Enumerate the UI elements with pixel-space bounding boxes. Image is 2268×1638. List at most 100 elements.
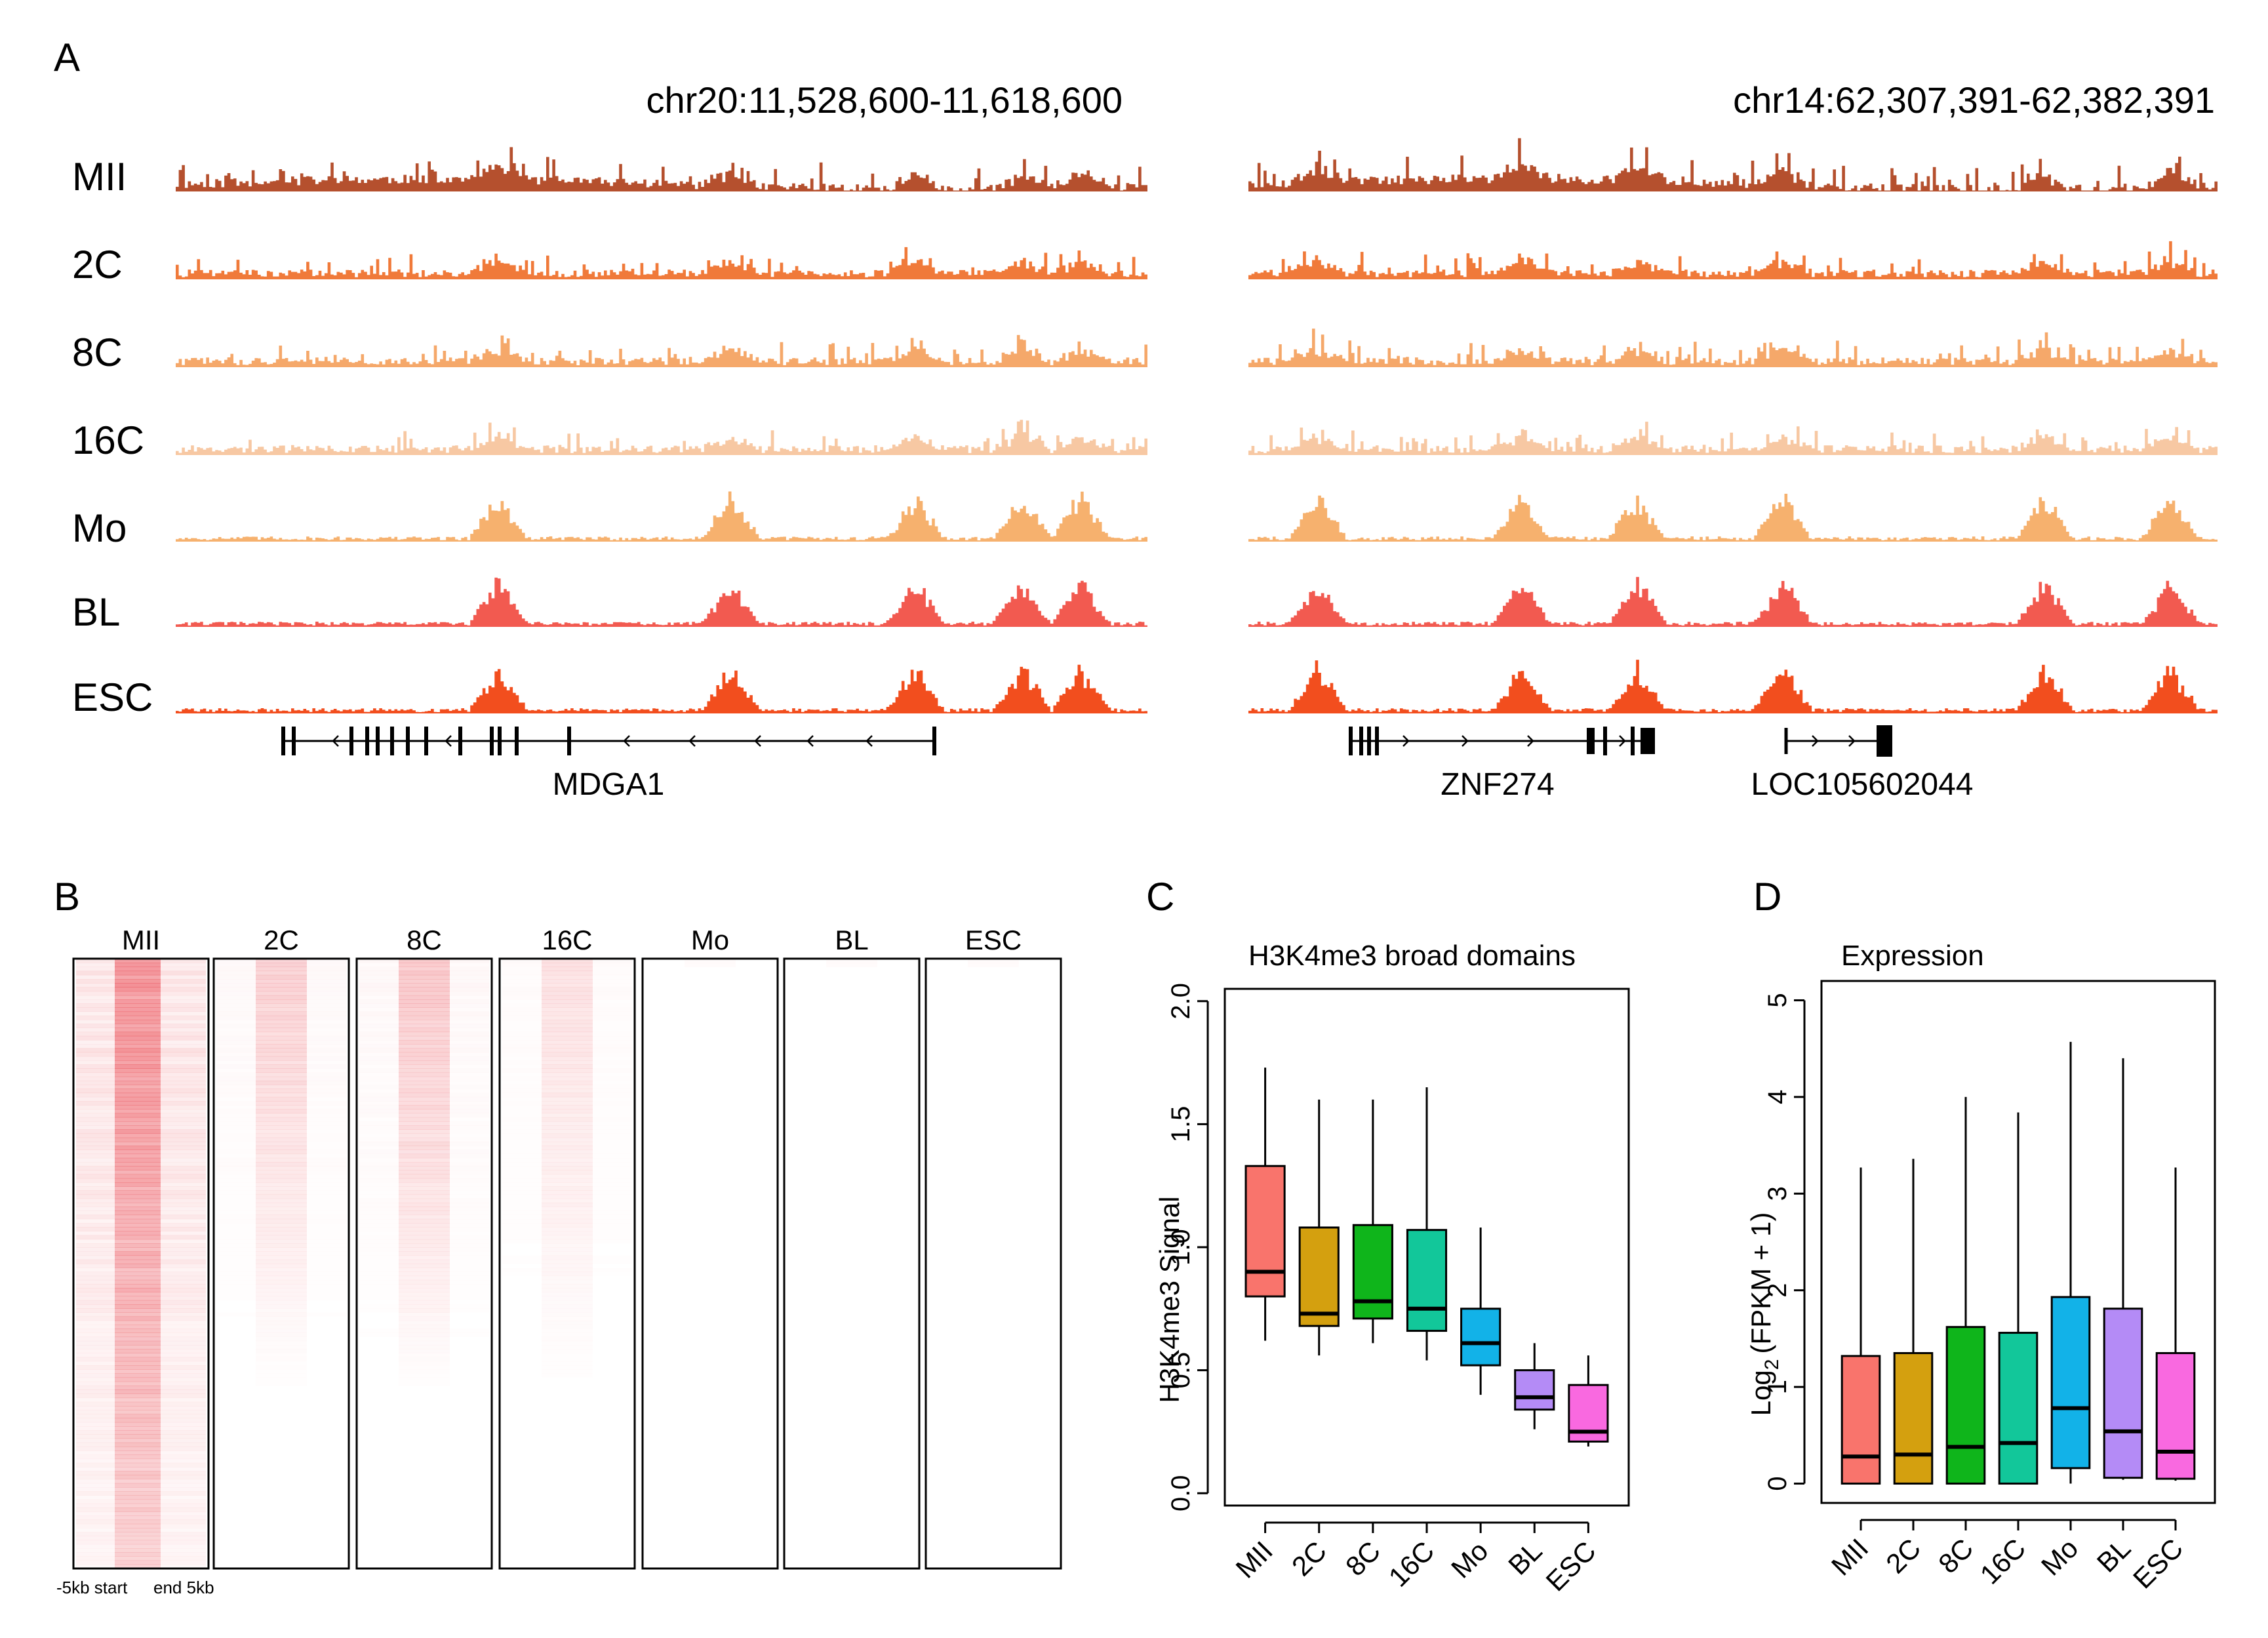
heatmap-column-label: ESC — [965, 925, 1022, 955]
heatmap-column-label: 2C — [264, 925, 299, 955]
box-bl: BL — [2091, 1058, 2143, 1578]
heatmap-column-16c: 16C — [498, 925, 636, 1570]
tracks-left — [176, 147, 1147, 713]
track-label-16c: 16C — [72, 418, 144, 462]
coverage-track-8c-left — [176, 334, 1147, 367]
panel-b-letter: B — [54, 875, 80, 919]
box-mo: Mo — [2035, 1041, 2091, 1582]
panel-a: A chr20:11,528,600-11,618,600 chr14:62,3… — [54, 35, 2218, 802]
x-tick-label: MII — [1825, 1532, 1874, 1581]
coverage-track-bl-right — [1248, 576, 2218, 627]
gene-label-znf274: ZNF274 — [1441, 767, 1554, 802]
box-8c: 8C — [1932, 1096, 1986, 1579]
heatmap-frame — [925, 957, 1062, 1570]
heatmap-frame — [212, 957, 350, 1570]
strand-arrows — [332, 735, 873, 747]
box-bl: BL — [1502, 1343, 1555, 1581]
track-label-2c: 2C — [72, 243, 123, 287]
track-labels: MII 2C 8C 16C Mo BL ESC — [72, 155, 153, 719]
panel-c-title: H3K4me3 broad domains — [1248, 940, 1576, 972]
gene-model-mdga1 — [281, 727, 936, 755]
box-2c: 2C — [1286, 1099, 1340, 1582]
heatmap-column-label: 8C — [407, 925, 442, 955]
track-label-esc: ESC — [72, 675, 153, 719]
heatmap-columns: MII 2C 8C 16C Mo BL ESC — [72, 925, 1062, 1570]
track-label-8c: 8C — [72, 330, 123, 374]
plot-frame — [1224, 988, 1630, 1507]
gene-model-loc105602044 — [1784, 725, 1892, 757]
y-tick-label: 1 — [1763, 1380, 1792, 1394]
box-iqr — [1514, 1369, 1555, 1411]
x-tick-label: 2C — [1880, 1532, 1926, 1579]
x-tick-label: 8C — [1932, 1532, 1979, 1579]
panel-c-letter: C — [1146, 875, 1174, 919]
x-tick-label: MII — [1229, 1535, 1278, 1584]
box-16c: 16C — [1383, 1087, 1448, 1593]
heatmap-column-esc: ESC — [925, 925, 1062, 1570]
x-tick-label: Mo — [1445, 1535, 1494, 1584]
coverage-track-esc-right — [1248, 660, 2218, 713]
panel-b: B MII 2C 8C 16C Mo BL ESC -5kb start end 5kb — [54, 875, 1062, 1597]
coverage-track-esc-left — [176, 664, 1147, 713]
y-tick-label: 1.5 — [1166, 1106, 1195, 1143]
gene-model-znf274 — [1349, 727, 1655, 755]
panel-d-letter: D — [1753, 875, 1781, 919]
y-tick-label: 4 — [1763, 1090, 1792, 1104]
coverage-track-2c-right — [1248, 241, 2218, 279]
x-tick-label: 2C — [1286, 1535, 1332, 1582]
heatmap-frame — [355, 957, 493, 1570]
y-tick-label: 3 — [1763, 1186, 1792, 1201]
track-label-mii: MII — [72, 155, 127, 199]
box-iqr — [1406, 1229, 1448, 1332]
heatmap-axis-left: -5kb start — [56, 1578, 128, 1597]
exon-marks — [281, 727, 936, 755]
panel-c: C H3K4me3 broad domains 0.0 0.5 1.0 1.5 2.0 M… — [1146, 875, 1630, 1597]
heatmap-column-label: BL — [835, 925, 868, 955]
y-tick-label: 5 — [1763, 993, 1792, 1007]
tracks-right — [1248, 138, 2218, 713]
coverage-track-mo-left — [176, 491, 1147, 542]
region-left: chr20:11,528,600-11,618,600 — [646, 79, 1123, 121]
coverage-track-mo-right — [1248, 494, 2218, 542]
box-iqr — [1244, 1165, 1286, 1298]
coverage-track-mii-left — [176, 147, 1147, 191]
y-tick-label: 0 — [1763, 1476, 1792, 1490]
heatmap-frame — [72, 957, 210, 1570]
heatmap-column-2c: 2C — [212, 925, 350, 1570]
y-axis-label: Log2(FPKM + 1) — [1745, 1212, 1783, 1416]
coverage-track-16c-right — [1248, 422, 2218, 455]
box-iqr — [1945, 1326, 1986, 1485]
panel-d-title: Expression — [1841, 940, 1984, 972]
box-iqr — [2103, 1308, 2143, 1479]
plot-frame — [1820, 980, 2216, 1504]
y-axis-label: H3K4me3 Signal — [1154, 1196, 1185, 1403]
heatmap-column-label: Mo — [691, 925, 729, 955]
box-iqr — [1460, 1308, 1502, 1367]
heatmap-frame — [641, 957, 779, 1570]
y-tick-label: 1.0 — [1166, 1229, 1195, 1266]
gene-label-mdga1: MDGA1 — [553, 767, 665, 802]
box-iqr — [1840, 1355, 1881, 1485]
track-label-bl: BL — [72, 590, 120, 634]
coverage-track-bl-left — [176, 577, 1147, 627]
coverage-track-2c-left — [176, 247, 1147, 279]
heatmap-frame — [783, 957, 921, 1570]
coverage-track-16c-left — [176, 420, 1147, 455]
coverage-track-8c-right — [1248, 329, 2218, 367]
track-label-mo: Mo — [72, 506, 127, 550]
box-iqr — [1352, 1224, 1393, 1320]
box-iqr — [1998, 1332, 2039, 1485]
heatmap-axis-right: end 5kb — [153, 1578, 214, 1597]
x-tick-label: ESC — [2127, 1532, 2189, 1594]
heatmap-column-label: 16C — [542, 925, 592, 955]
coverage-track-mii-right — [1248, 138, 2218, 191]
box-iqr — [2050, 1296, 2091, 1469]
heatmap-column-mii: MII — [72, 925, 210, 1570]
x-tick-label: ESC — [1540, 1535, 1601, 1597]
box-mo: Mo — [1445, 1227, 1502, 1584]
y-tick-label: 2 — [1763, 1283, 1792, 1298]
